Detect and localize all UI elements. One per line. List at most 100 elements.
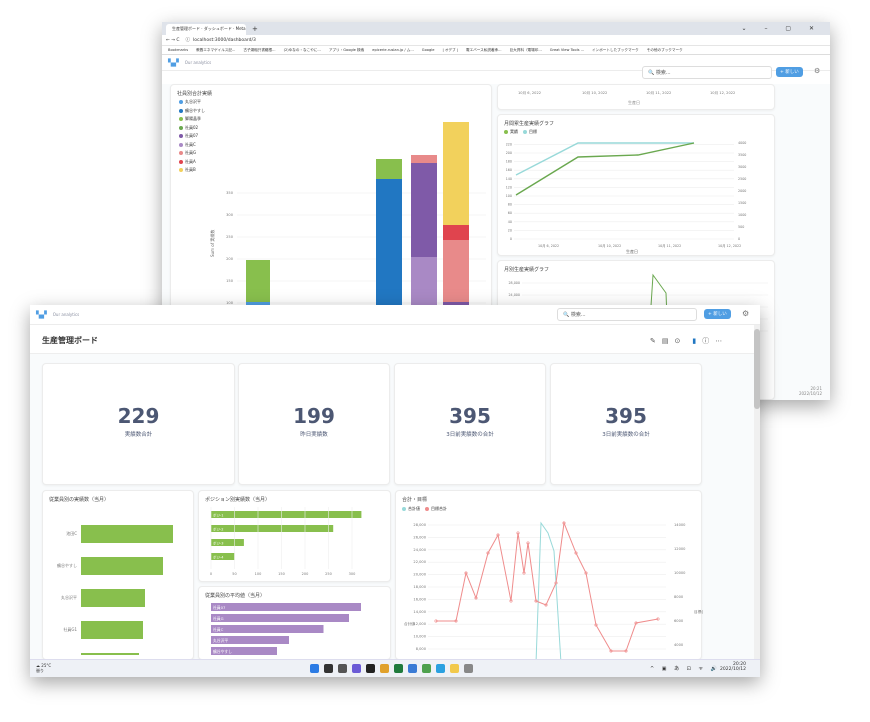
x-tick-label: 100 [255,572,262,576]
bookmark-item[interactable]: 教養エネマゲイルス記... [196,47,236,52]
logo-icon[interactable]: ▚▞ [168,58,179,67]
kpi-label: 昨日実績数 [300,432,328,438]
legend-dot [179,159,183,164]
bookmark-item[interactable]: Bookmarks [168,48,189,52]
tray-icons[interactable]: ^ ▣ あ ⊡ ᯤ 🔊 [650,666,720,672]
bookmark-item[interactable]: その他のブックマーク [646,47,683,52]
calc-icon[interactable] [408,664,417,673]
top-axis-svg: 10月 6, 2022 10月 10, 2022 10月 11, 2022 10月 1… [518,90,735,95]
folder-icon[interactable] [450,664,459,673]
x-tick-label: 0 [210,572,212,576]
y-tick-label: 20,000 [413,573,426,577]
employee-avg-card[interactable]: 従業員別の平均値（当月） 社員07 社員G 社員C 丸谷沢平 鶴谷やすし [198,586,391,660]
bar [211,553,235,560]
legend-label: 鶴谷やすし [185,107,205,113]
bar-label: 池田C [66,530,77,536]
kpi-label: 3日前実績数の合計 [602,432,650,438]
divider [30,353,760,354]
bar [211,603,361,611]
kpi-card[interactable]: 229 実績数合計 [42,363,235,485]
y2-tick-label: 2000 [738,189,746,193]
new-button[interactable]: + 新しい [776,67,803,77]
y-tick-label: 200 [506,151,512,155]
kpi-card[interactable]: 395 3日前実績数の合計 [394,363,546,485]
y-tick-label: 250 [226,235,234,239]
total-target-card[interactable]: 合計・目標 合計値 目標合計 28,000 26,000 24,000 22,000 2… [395,490,703,663]
legend-dot [179,134,183,138]
breadcrumb[interactable]: Our analytics [184,60,212,65]
top-chart-card[interactable]: 10月 6, 2022 10月 10, 2022 10月 11, 2022 10月 1… [497,84,775,110]
vscode-icon[interactable] [436,664,445,673]
info-icon[interactable]: ⓘ [702,337,716,345]
kpi-label: 実績数合計 [124,432,153,438]
y-tick-label: 350 [226,191,234,195]
new-button[interactable]: + 新しい [704,309,731,319]
y2-tick-label: 4000 [674,643,684,647]
position-count-card[interactable]: ポジション別実績数（当月） ポジ-1 ポジ-2 ポジ-3 ポジ-4 0 50 100 150 2… [198,490,391,582]
breadcrumb[interactable]: Our analytics [52,312,80,317]
new-tab-icon[interactable]: + [252,24,258,33]
bar-label: 鶴谷やすし [57,562,77,568]
bar [81,557,163,575]
line-chart: 0 20 40 60 80 100 120 140 160 180 200 220 0 500 1000 15… [506,141,747,254]
logo-icon[interactable]: ▚▞ [36,310,47,319]
address-bar[interactable]: ← → C ⓘ localhost:3000/dashboard/3 [162,35,830,46]
bookmark-item[interactable]: Google [421,48,435,52]
bookmark-item[interactable]: epicerie.ruslan.jp / ム... [372,47,414,52]
bookmark-item[interactable]: アプリ・Google 検索 [328,47,365,52]
terminal-icon[interactable] [366,664,375,673]
bookmark-item[interactable]: 電エバース私説著承... [465,47,502,52]
bar-label: 丸谷沢平 [61,594,77,600]
scrollbar[interactable] [754,325,760,659]
bookmark-icon[interactable]: ▮ [692,337,703,345]
nav-arrows-icon[interactable]: ← → C [166,37,180,43]
share-icon[interactable]: ⊙ [674,337,687,345]
bar-label: 社員07 [213,605,226,610]
history-icon[interactable]: ▤ [661,337,675,345]
excel-icon[interactable] [394,664,403,673]
y-tick-label: 24,000 [508,293,520,297]
bar [211,636,289,644]
kpi-card[interactable]: 199 昨日実績数 [238,363,390,485]
url-text[interactable]: localhost:3000/dashboard/3 [193,37,256,43]
kpi-card[interactable]: 395 3日前実績数の合計 [550,363,702,485]
window-controls[interactable]: ⌄ – ▢ ✕ [741,25,822,32]
legend-dot [179,142,183,147]
tab-dashboard[interactable]: 生産管理ボード · ダッシュボード · Meta [166,24,246,35]
gear-icon[interactable]: ⚙ [742,309,750,318]
search-icon[interactable] [324,664,333,673]
y-tick-label: 300 [226,213,234,217]
bookmark-item[interactable]: (2)ゆなの・なこやに... [283,47,321,52]
bookmark-item[interactable]: 古子湖稲只書綴根... [243,47,276,52]
bar-label: 社員C [213,627,224,632]
more-icon[interactable]: ⋯ [715,337,729,345]
search-input[interactable]: 🔍 検索... [642,66,772,79]
bookmark-item[interactable]: Great View Tools ... [549,48,585,52]
x-tick-label: 10月 6, 2022 [538,244,559,248]
weather-widget[interactable]: ☁ 25°C 曇り [36,663,52,673]
legend-item: 社員B [179,167,483,173]
scrollbar-thumb[interactable] [754,329,760,409]
gear-icon[interactable]: ⚙ [814,67,821,75]
teams-icon[interactable] [352,664,361,673]
x-tick-label: 150 [278,572,285,576]
chrome-icon[interactable] [380,664,389,673]
taskview-icon[interactable] [338,664,347,673]
start-icon[interactable] [310,664,319,673]
bookmark-item[interactable]: 巨大資料（電場印... [509,47,542,52]
pencil-icon[interactable]: ✎ [650,337,662,345]
dashboard-toolbar[interactable]: ✎▤⊙ ▮ⓘ⋯ [650,336,728,346]
bookmark-item[interactable]: インポートしたブックマーク [592,47,639,52]
bar [211,525,334,532]
card-title: 月間累生産実績グラフ [504,121,555,127]
employee-count-card[interactable]: 従業員別の実績数（当月） 池田C 鶴谷やすし 丸谷沢平 社員G1 [42,490,194,660]
bookmark-item[interactable]: | オデブ | [442,47,458,52]
app-icon[interactable] [422,664,431,673]
line-chart-card[interactable]: 月間累生産実績グラフ 実績 目標 0 20 40 60 80 100 120 140 160 18… [497,114,775,256]
app-icon[interactable] [464,664,473,673]
y-tick-label: 16,000 [413,597,426,601]
total-legend: 合計値 目標合計 [396,503,701,515]
total-line-chart: 28,000 26,000 24,000 22,000 20,000 18,000 16,0… [404,521,703,663]
search-input[interactable]: 🔍 検索... [557,308,697,321]
